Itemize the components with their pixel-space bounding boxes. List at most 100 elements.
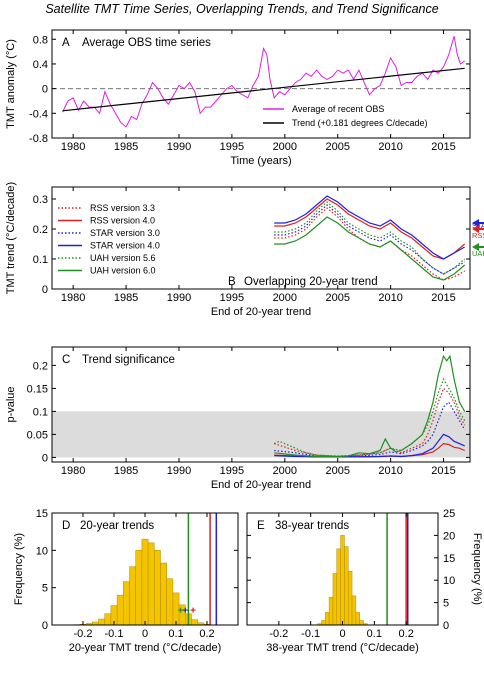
y-tick-label: 10	[36, 545, 48, 557]
legend-entry: UAH version 5.6	[90, 253, 156, 263]
y-tick-label: 0.4	[33, 59, 48, 71]
y-tick-label: 15	[36, 508, 48, 520]
y-tick-label: -0.8	[29, 133, 48, 145]
x-tick-label: 0	[142, 628, 148, 640]
x-axis-label: Time (years)	[230, 155, 291, 167]
panel-letter: A	[62, 37, 70, 49]
x-tick-label: 2010	[378, 465, 402, 477]
y-tick-label: 0	[42, 284, 48, 296]
y-tick-label: 10	[443, 575, 455, 587]
y-tick-label: 5	[443, 598, 449, 610]
x-axis-label: End of 20-year trend	[211, 479, 311, 491]
histogram-bar	[154, 550, 161, 626]
series-line	[274, 387, 466, 458]
x-tick-label: 2015	[431, 141, 455, 153]
x-tick-label: 1990	[167, 465, 191, 477]
histogram-bar	[340, 535, 345, 626]
histogram-bar	[328, 596, 334, 626]
panel-title: Average OBS time series	[82, 37, 211, 49]
panel-title: 20-year trends	[80, 520, 154, 532]
panel-e: -0.2 -0.1 0 0.1 0.2 0 5 10 15 20 25 38-year TMT tre…	[246, 508, 483, 654]
histogram-bar	[344, 546, 349, 626]
y-tick-label: 25	[443, 508, 455, 520]
histogram-bar	[166, 578, 174, 626]
figure-title: Satellite TMT Time Series, Overlapping T…	[45, 2, 438, 16]
series-marker-label: STAR v4.0	[472, 221, 484, 230]
y-tick-label: 0	[42, 452, 48, 464]
series-line	[274, 216, 466, 281]
y-tick-label: 0.8	[33, 34, 48, 46]
y-tick-label: 0.1	[33, 254, 48, 266]
y-tick-label: 0.2	[33, 224, 48, 236]
x-tick-label: 1985	[114, 141, 138, 153]
x-axis-label: End of 20-year trend	[211, 306, 311, 318]
panel-a: 1980 1985 1990 1995 2000 2005 2010 2015 -0.8 -0.4…	[5, 29, 471, 167]
histogram-bar	[104, 613, 112, 626]
x-tick-label: 1980	[61, 141, 85, 153]
x-tick-label: 0.1	[168, 628, 183, 640]
x-tick-label: -0.1	[301, 628, 320, 640]
series-marker-arrow	[472, 219, 484, 227]
x-tick-label: 2015	[431, 465, 455, 477]
y-axis-label: TMT trend (°C/decade)	[5, 182, 17, 294]
y-tick-label: 0	[443, 620, 449, 632]
panel-letter: D	[62, 520, 70, 532]
x-tick-label: 2000	[273, 292, 297, 304]
y-tick-label: 0.15	[27, 383, 48, 395]
histogram-bar	[129, 566, 136, 626]
series-marker-arrow	[472, 225, 484, 233]
series-line	[273, 377, 466, 457]
x-tick-label: 0.2	[399, 628, 414, 640]
plot-frame	[51, 29, 471, 139]
panel-c: 1980 1985 1990 1995 2000 2005 2010 2015 0 0.05 0.1…	[5, 346, 471, 491]
legend-entry: Average of recent OBS	[292, 104, 384, 114]
histogram-bar	[336, 548, 341, 626]
x-tick-label: 2010	[378, 141, 402, 153]
y-tick-label: 0.05	[27, 429, 48, 441]
y-tick-label: 20	[443, 530, 455, 542]
legend-entry: Trend (+0.181 degrees C/decade)	[292, 118, 428, 128]
histogram-bar	[332, 573, 338, 626]
x-tick-label: 2010	[378, 292, 402, 304]
x-tick-label: 2005	[325, 465, 349, 477]
x-tick-label: 0.2	[199, 628, 214, 640]
x-tick-label: 0	[339, 628, 345, 640]
x-tick-label: 2005	[325, 141, 349, 153]
series-line	[274, 198, 466, 260]
x-tick-label: 1985	[114, 465, 138, 477]
histogram-bar	[123, 581, 130, 626]
x-tick-label: -0.2	[74, 628, 93, 640]
histogram-bar	[178, 604, 186, 626]
x-tick-label: 1990	[167, 141, 191, 153]
legend-entry: RSS version 4.0	[90, 216, 155, 226]
y-tick-label: 0.1	[33, 406, 48, 418]
x-tick-label: 1990	[167, 292, 191, 304]
panel-title: Overlapping 20-year trend	[244, 276, 378, 288]
panel-letter: E	[257, 520, 265, 532]
x-tick-label: 2005	[325, 292, 349, 304]
series-marker-label: RSS v4.0	[472, 231, 484, 240]
panel-b: 1980 1985 1990 1995 2000 2005 2010 2015 0 0.1 0.2 0…	[5, 182, 484, 318]
x-axis-label: 20-year TMT trend (°C/decade)	[69, 642, 222, 654]
histogram-bar	[98, 618, 105, 626]
x-tick-label: 1980	[61, 292, 85, 304]
x-tick-label: 1995	[220, 465, 244, 477]
histogram-bar	[191, 619, 198, 626]
panel-title: Trend significance	[82, 354, 175, 366]
y-tick-label: 0	[42, 84, 48, 96]
histogram-bar	[347, 570, 353, 626]
legend-entry: STAR version 3.0	[90, 228, 160, 238]
x-tick-label: 1995	[220, 292, 244, 304]
histogram-bar	[321, 620, 326, 626]
series-marker-label: UAH v6.0	[472, 249, 484, 258]
y-axis-label: Frequency (%)	[471, 533, 483, 605]
series-line	[62, 36, 465, 128]
series-marker-arrow	[472, 243, 484, 251]
x-tick-label: 2015	[431, 292, 455, 304]
histogram-bar	[147, 542, 155, 626]
series-line	[274, 354, 466, 458]
histogram-bar	[141, 538, 149, 626]
series-line	[274, 201, 466, 275]
panel-title: 38-year trends	[275, 520, 349, 532]
